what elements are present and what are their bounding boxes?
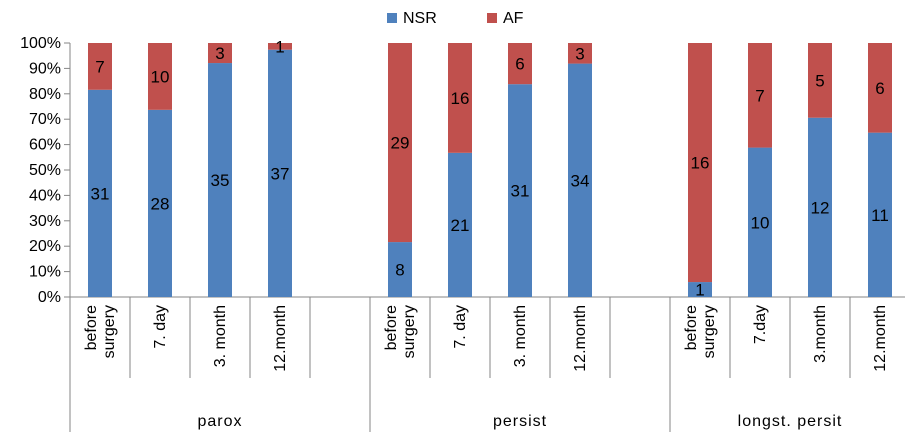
category-label: before [683, 305, 700, 350]
bar-nsr [508, 84, 532, 298]
data-label-nsr: 8 [395, 261, 404, 280]
data-label-af: 16 [691, 154, 710, 173]
bar-nsr [748, 147, 772, 297]
data-label-nsr: 31 [511, 182, 530, 201]
bar-nsr [388, 242, 412, 297]
data-label-af: 6 [875, 79, 884, 98]
bar-af [448, 43, 472, 153]
bar-af [268, 43, 292, 50]
bar-af [388, 43, 412, 243]
category-label: 7. day [452, 305, 469, 349]
bar-nsr [808, 117, 832, 298]
bar-nsr [448, 152, 472, 297]
y-tick-label: 100% [20, 35, 61, 52]
data-label-af: 7 [755, 86, 764, 105]
data-label-nsr: 35 [211, 171, 230, 190]
bar-nsr [268, 49, 292, 298]
legend-label-nsr: NSR [403, 10, 437, 27]
data-label-nsr: 34 [571, 171, 590, 190]
y-tick-label: 20% [29, 238, 61, 255]
category-label: before [83, 305, 100, 350]
category-label: surgery [401, 305, 418, 358]
group-label: parox [197, 413, 242, 430]
bar-af [688, 43, 712, 283]
category-label: 3.month [812, 305, 829, 363]
category-label: 3. month [212, 305, 229, 367]
data-label-af: 7 [95, 57, 104, 76]
data-label-af: 10 [151, 67, 170, 86]
data-label-af: 16 [451, 89, 470, 108]
data-label-af: 3 [575, 44, 584, 63]
y-tick-label: 80% [29, 86, 61, 103]
bar-af [148, 43, 172, 110]
group-label: persist [493, 413, 547, 430]
data-label-nsr: 11 [871, 206, 889, 225]
category-label: 7.day [752, 305, 769, 344]
y-tick-label: 50% [29, 162, 61, 179]
data-label-nsr: 37 [271, 164, 290, 183]
bar-af [88, 43, 112, 90]
category-label: surgery [101, 305, 118, 358]
category-label: surgery [701, 305, 718, 358]
data-label-af: 29 [391, 134, 410, 153]
data-label-af: 3 [215, 44, 224, 63]
bar-af [208, 43, 232, 64]
y-tick-label: 10% [29, 264, 61, 281]
legend-swatch-nsr [387, 13, 397, 23]
bar-af [568, 43, 592, 64]
category-label: 12.month [572, 305, 589, 372]
category-label: 3. month [512, 305, 529, 367]
group-label: longst. persit [738, 413, 843, 430]
y-tick-label: 60% [29, 137, 61, 154]
bar-nsr [688, 282, 712, 297]
category-label: before [383, 305, 400, 350]
legend-swatch-af [487, 13, 497, 23]
data-label-nsr: 31 [91, 184, 110, 203]
y-tick-label: 0% [38, 289, 61, 306]
y-tick-label: 70% [29, 111, 61, 128]
bar-nsr [208, 63, 232, 298]
data-label-nsr: 10 [751, 213, 770, 232]
bar-af [508, 43, 532, 85]
data-label-af: 5 [815, 71, 824, 90]
y-tick-label: 30% [29, 213, 61, 230]
data-label-af: 6 [515, 55, 524, 74]
y-tick-label: 40% [29, 187, 61, 204]
bar-nsr [868, 132, 892, 297]
data-label-nsr: 28 [151, 194, 170, 213]
bar-af [748, 43, 772, 148]
data-label-nsr: 21 [451, 216, 470, 235]
category-label: 12.month [872, 305, 889, 372]
bar-nsr [148, 109, 172, 297]
data-label-nsr: 12 [811, 198, 830, 217]
data-label-nsr: 1 [695, 281, 704, 300]
category-label: 12.month [272, 305, 289, 372]
category-label: 7. day [152, 305, 169, 349]
bar-af [808, 43, 832, 118]
legend-label-af: AF [503, 10, 524, 27]
bar-nsr [88, 89, 112, 297]
data-label-af: 1 [275, 37, 284, 56]
y-tick-label: 90% [29, 60, 61, 77]
bar-af [868, 43, 892, 133]
bar-nsr [568, 63, 592, 298]
